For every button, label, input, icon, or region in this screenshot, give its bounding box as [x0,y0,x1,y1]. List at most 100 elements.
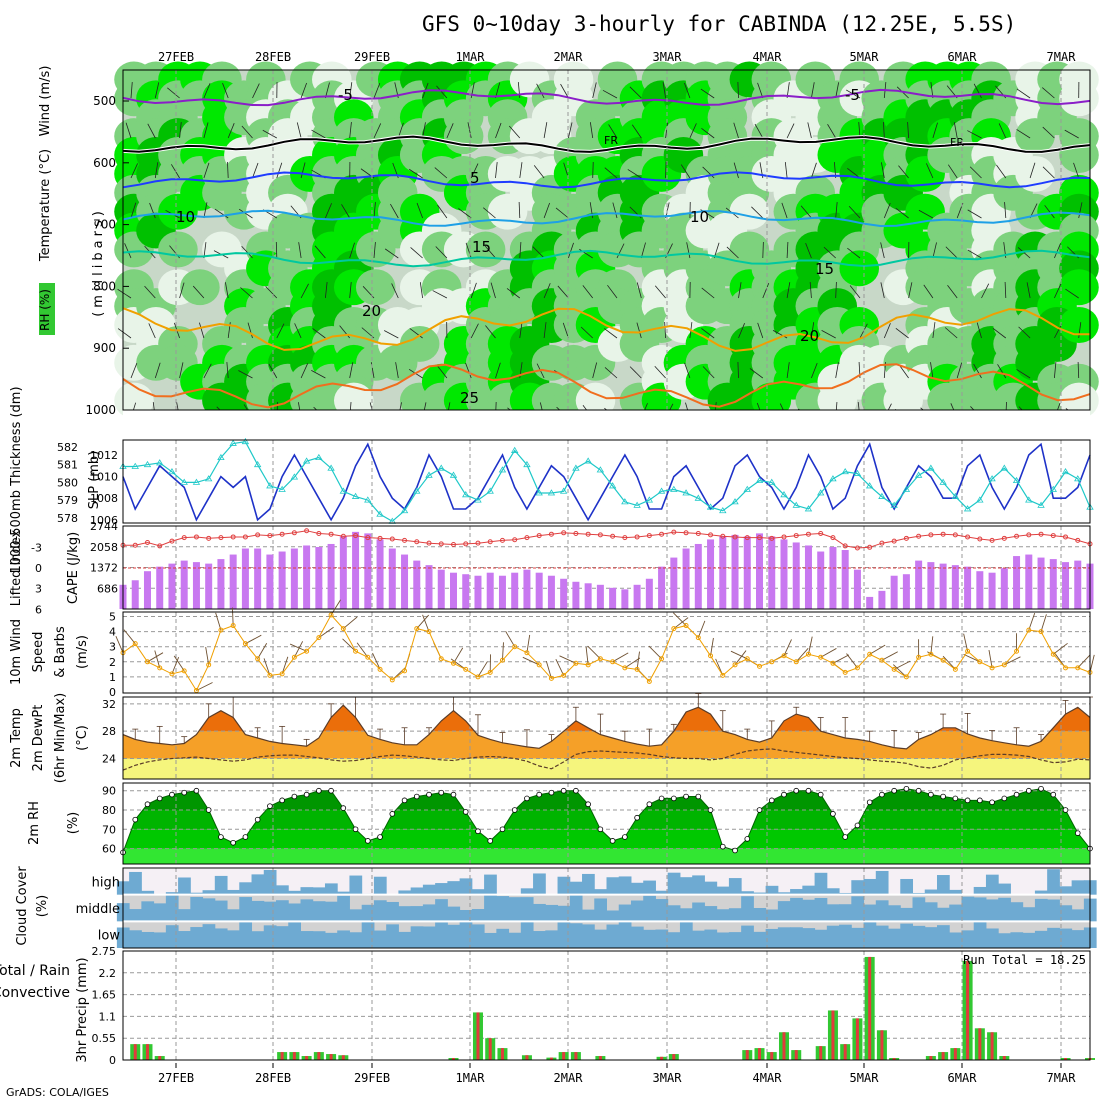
thickness-point [168,468,176,475]
wind-barb [1017,247,1031,259]
cloud-cell [422,904,436,922]
wind-barb [749,368,764,379]
cape-bar [731,534,739,609]
wind-barb [762,241,764,259]
precip-tick-label: 0 [109,1054,116,1067]
cloud-cell [178,909,191,922]
wind-speed-point [952,666,958,672]
thickness-point [302,457,311,464]
rh-point [866,799,873,806]
li-point [218,535,224,541]
axis-label-cape: CAPE (J/kg) [66,532,81,604]
axis-label-wind10m: (m/s) [75,635,90,669]
wind-barb [604,167,618,179]
thickness-point [731,498,739,505]
precip-convective-bar [672,1054,676,1060]
temperature-contour [122,171,1091,189]
cloud-level-label: middle [76,902,120,917]
li-point [1026,532,1032,538]
wind-barb [300,82,308,99]
rh-point [658,795,665,802]
date-tick-label: 7MAR [1047,50,1077,64]
precip-convective-bar [892,1058,896,1060]
li-point [952,532,958,538]
wind-barb [835,281,837,299]
wind-barb [967,209,982,219]
wind-speed-point [1001,662,1007,668]
wind-barb [409,328,423,339]
precip-convective-bar [843,1044,847,1060]
thickness-tick-label: 582 [57,441,78,454]
cloud-cell [582,873,595,895]
cloud-cell [826,888,840,895]
axis-label-temp2m: 2m DewPt [31,705,46,772]
wind-barb [636,282,642,299]
wind-barb [820,648,837,658]
wind-barb [434,167,448,179]
rh-tick-label: 60 [102,843,116,856]
slp-tick-label: 1012 [90,449,118,462]
rh-band [123,848,1090,864]
cloud-cell [692,875,705,895]
thickness-point [694,494,703,501]
date-tick-label: 29FEB [354,50,390,64]
cape-bar [388,548,396,609]
cloud-cell [422,926,436,948]
legend-total-rain: Total / Rain [0,963,70,979]
wind-barb [811,362,818,379]
thickness-point [327,464,335,471]
contour-label: 5 [470,169,480,187]
rh-point [634,814,640,821]
li-point [781,534,787,540]
li-point [316,531,322,536]
panel-frame [122,69,1091,411]
cape-li-panel: -3 0 3 6 2744 2058 1372 686 Lifted Index CAPE (J/… [9,520,1094,616]
li-point [475,540,481,546]
cloud-cell [900,878,914,895]
wind-barb [147,123,156,139]
wind-barb [391,283,399,299]
wind-barb [446,123,454,139]
credit-label: GrADS: COLA/IGES [6,1086,109,1099]
temperature-contour [122,209,1091,228]
cloud-cell [1047,927,1060,948]
rh-point [891,787,897,794]
wind-barb [215,612,222,631]
wind-speed-point [304,648,310,654]
wind-barb [1042,87,1055,99]
wind-speed-point [781,653,787,659]
li-point [965,534,971,540]
rh-point [1074,830,1081,836]
wind-barb [786,362,790,379]
cloud-cell [753,931,767,948]
wind-speed-point [512,644,518,650]
wind-speed-point [206,662,212,668]
cloud-cell [214,875,228,895]
thickness-point [780,491,788,498]
li-point [365,535,371,541]
wind-barb [1016,369,1031,379]
date-tick-label: 1MAR [456,50,486,64]
precip-tick-label: 0.55 [92,1032,117,1045]
wind-speed-point [450,660,456,666]
wind-speed-point [230,623,236,629]
wind-speed-point [1063,665,1069,671]
cape-bar [156,566,164,609]
li-point [1063,534,1069,540]
wind-barb [700,88,715,99]
wind-speed-point [169,671,175,677]
contour-label: 20 [800,327,819,345]
cape-bar [584,583,592,609]
cape-bar [780,539,788,609]
thickness-point [988,475,996,482]
thickness-point [547,489,556,496]
cloud-cell [753,892,767,895]
wind-barb [263,658,271,676]
wind-barb [384,248,399,259]
axis-label-rh2m-units: (%) [66,812,81,835]
cloud-cell [924,927,938,948]
wind-barb [754,123,764,139]
wind-barb [665,122,669,139]
cape-bar [645,578,653,609]
wind-barb [568,122,573,139]
